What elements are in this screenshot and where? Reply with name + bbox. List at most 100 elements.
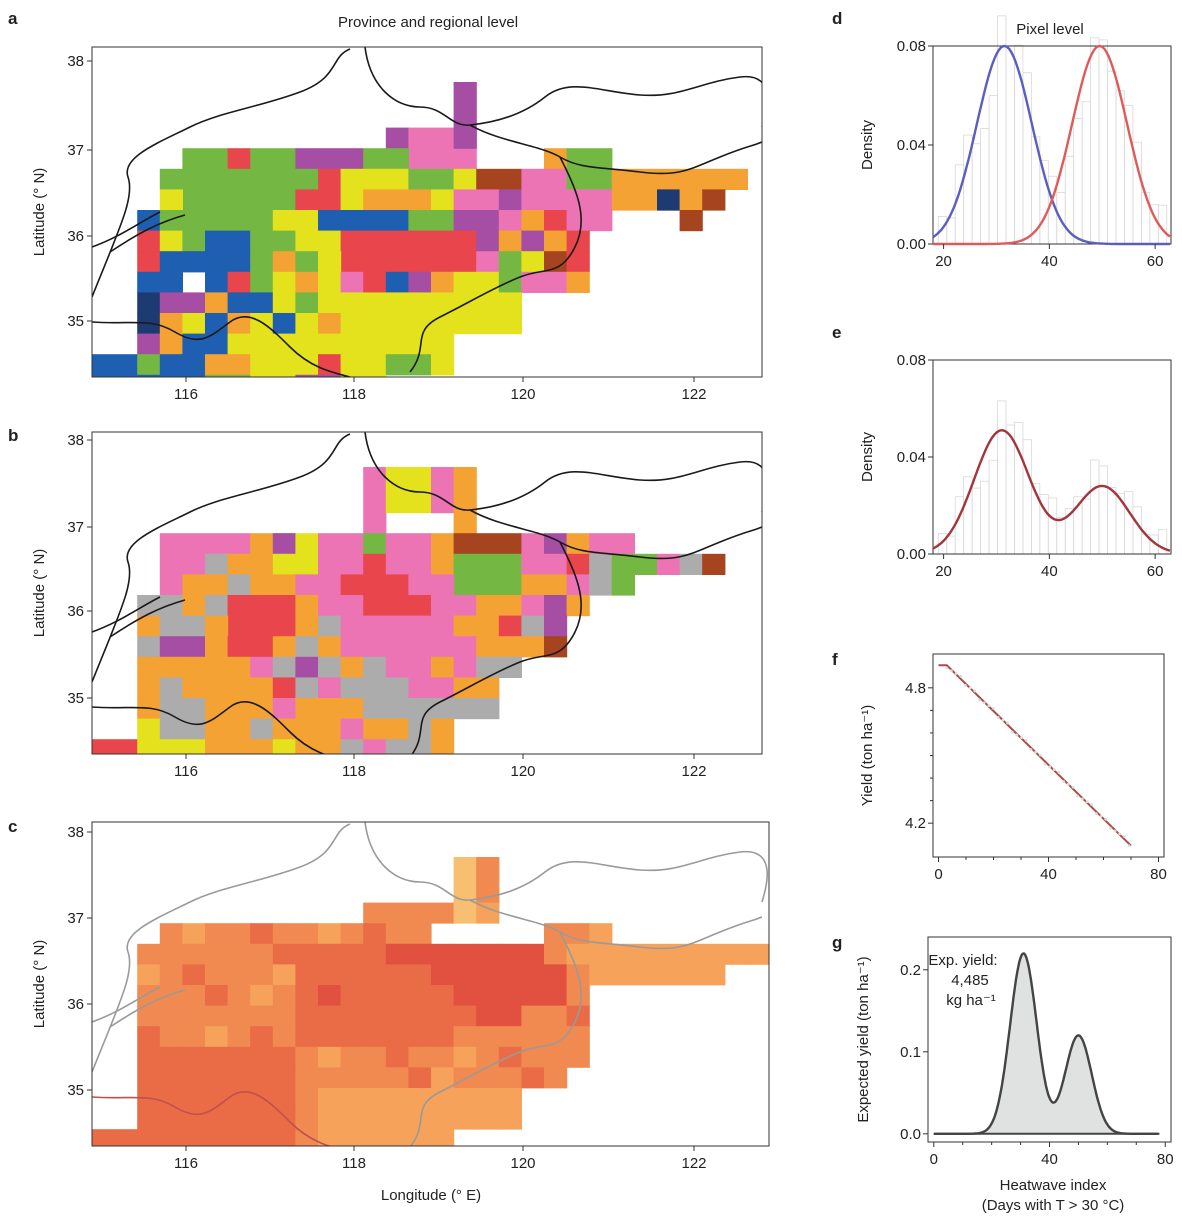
border-line — [409, 156, 582, 373]
lat-tick-label: 38 — [67, 432, 84, 449]
heat-cell — [137, 1067, 161, 1089]
lat-tick-label: 37 — [67, 519, 84, 536]
left-column-title: Province and regional level — [338, 14, 518, 31]
histogram-bar — [997, 400, 1007, 555]
region-cell — [318, 677, 342, 699]
region-cell — [476, 230, 500, 252]
heat-cell — [476, 1108, 500, 1130]
region-cell — [363, 760, 431, 781]
region-cell — [227, 574, 251, 596]
data-point — [1034, 750, 1037, 754]
region-cell — [566, 168, 613, 190]
histogram-bar — [1090, 459, 1100, 555]
heat-cell — [250, 964, 274, 986]
heat-cell — [589, 943, 613, 965]
heat-cell — [205, 1067, 229, 1089]
region-cell — [272, 739, 296, 754]
region-cell — [182, 574, 229, 596]
x-tick-label: 40 — [1041, 563, 1058, 580]
region-cell — [453, 615, 500, 637]
heat-cell — [363, 902, 387, 924]
data-point — [973, 689, 977, 693]
region-cell — [228, 760, 274, 781]
heat-cell — [408, 1005, 432, 1027]
region-cell — [363, 739, 387, 754]
region-cell — [498, 615, 522, 637]
region-cell — [431, 553, 455, 575]
region-cell — [340, 636, 409, 658]
data-point — [1010, 730, 1014, 734]
region-cell — [385, 739, 409, 754]
heat-cell — [318, 1150, 341, 1171]
heat-cell — [453, 943, 477, 965]
heat-cell — [273, 1170, 296, 1191]
region-cell — [340, 168, 409, 190]
region-cell — [589, 533, 635, 555]
heat-cell — [137, 1005, 161, 1027]
y-tick-label: 4.8 — [905, 680, 926, 697]
region-cell — [272, 271, 296, 293]
region-cell — [521, 553, 545, 575]
annotation-line-3: kg ha⁻¹ — [946, 992, 996, 1009]
region-cell — [227, 354, 251, 376]
heat-cell — [250, 943, 274, 965]
heat-cell — [295, 1108, 319, 1130]
region-cell — [453, 82, 477, 149]
y-tick-label: 0.2 — [900, 962, 921, 979]
data-point — [1052, 768, 1056, 772]
heat-cell — [205, 1129, 229, 1146]
region-cell — [521, 595, 545, 617]
region-cell — [227, 271, 251, 293]
region-cell — [589, 553, 613, 575]
heat-cell — [453, 1026, 477, 1048]
region-cell — [318, 230, 342, 252]
chart-e: 20 40 60 0.00 0.04 0.08 Density — [859, 352, 1172, 580]
region-cell — [476, 189, 500, 211]
heat-cell — [363, 1026, 387, 1048]
heat-cell — [182, 943, 206, 965]
panel-d-letter: d — [832, 9, 842, 28]
lon-tick-label: 116 — [174, 386, 198, 403]
region-cell — [250, 718, 274, 740]
heat-cell — [159, 943, 183, 965]
heat-cell — [431, 1046, 455, 1068]
heat-cell — [318, 1005, 342, 1027]
border-line — [92, 596, 186, 638]
region-cell — [385, 354, 432, 376]
region-cell — [408, 271, 432, 293]
heat-cell — [318, 1088, 342, 1109]
data-point — [1118, 832, 1122, 836]
heat-cell — [295, 1129, 319, 1146]
region-cell — [137, 656, 161, 678]
region-cell — [363, 595, 387, 617]
heat-cell — [340, 1005, 364, 1027]
heat-cell — [340, 1046, 364, 1068]
lon-tick-label: 118 — [342, 1155, 366, 1172]
heat-cell — [295, 1005, 319, 1027]
heat-cell — [227, 985, 251, 1006]
region-cell — [476, 168, 522, 190]
data-point — [1006, 721, 1009, 725]
data-point — [978, 698, 981, 702]
map-panel-c: 38 37 36 35 116 118 120 122 Latitude (° N) Longit… — [31, 821, 770, 1204]
heat-cell — [340, 1067, 364, 1089]
region-cell — [318, 148, 364, 170]
x-tick-label: 20 — [935, 563, 952, 580]
region-cell — [340, 189, 364, 211]
heat-cell — [476, 943, 500, 965]
heat-cell — [272, 1088, 296, 1109]
y-tick-label: 0.08 — [897, 38, 926, 55]
map-frame-c — [91, 821, 770, 1147]
histogram-bar — [1124, 491, 1134, 555]
border-line — [469, 124, 762, 175]
heat-cell — [498, 964, 522, 986]
heat-cell — [521, 985, 545, 1006]
region-cell — [250, 354, 296, 376]
heat-cell — [182, 964, 206, 986]
heat-cell — [431, 1108, 455, 1130]
region-cell — [679, 210, 703, 232]
heat-cell — [250, 1129, 274, 1146]
heat-cell — [363, 1129, 387, 1146]
region-cell — [205, 760, 228, 781]
